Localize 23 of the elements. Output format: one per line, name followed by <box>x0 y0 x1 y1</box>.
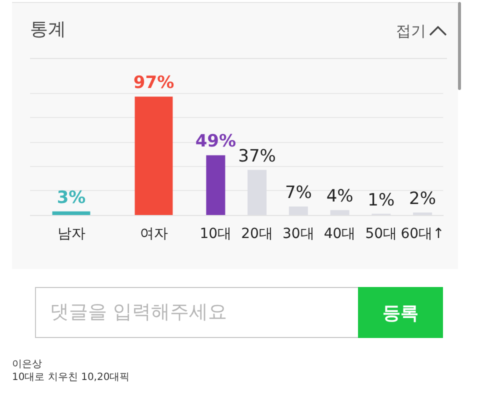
x-tick-label: 50대 <box>365 226 398 242</box>
data-label: 37% <box>238 146 276 166</box>
data-label: 97% <box>133 73 174 94</box>
data-label: 2% <box>409 189 436 210</box>
bar <box>206 155 226 215</box>
x-tick-label: 여자 <box>140 226 168 242</box>
x-tick-label: 30대 <box>282 226 314 242</box>
data-label: 3% <box>56 188 86 208</box>
x-tick-label: 10대 <box>200 226 232 242</box>
x-tick-label: 60대↑ <box>400 226 444 242</box>
x-tick-label: 남자 <box>57 226 86 242</box>
text: 접기 <box>396 22 426 40</box>
text: 10대로 치우친 10,20대픽 <box>12 371 130 384</box>
data-label: 4% <box>326 186 354 207</box>
x-tick-label: 40대 <box>324 226 356 242</box>
data-label: 1% <box>368 190 395 210</box>
submit-button: 등록 <box>358 287 443 338</box>
data-label: 7% <box>284 182 312 203</box>
text: 이은상 <box>12 358 43 371</box>
text-field: 댓글을 입력해주세요 <box>35 287 358 338</box>
data-label: 49% <box>195 132 236 152</box>
x-tick-label: 20대 <box>241 226 273 242</box>
chart-title: 통계 <box>30 19 66 40</box>
